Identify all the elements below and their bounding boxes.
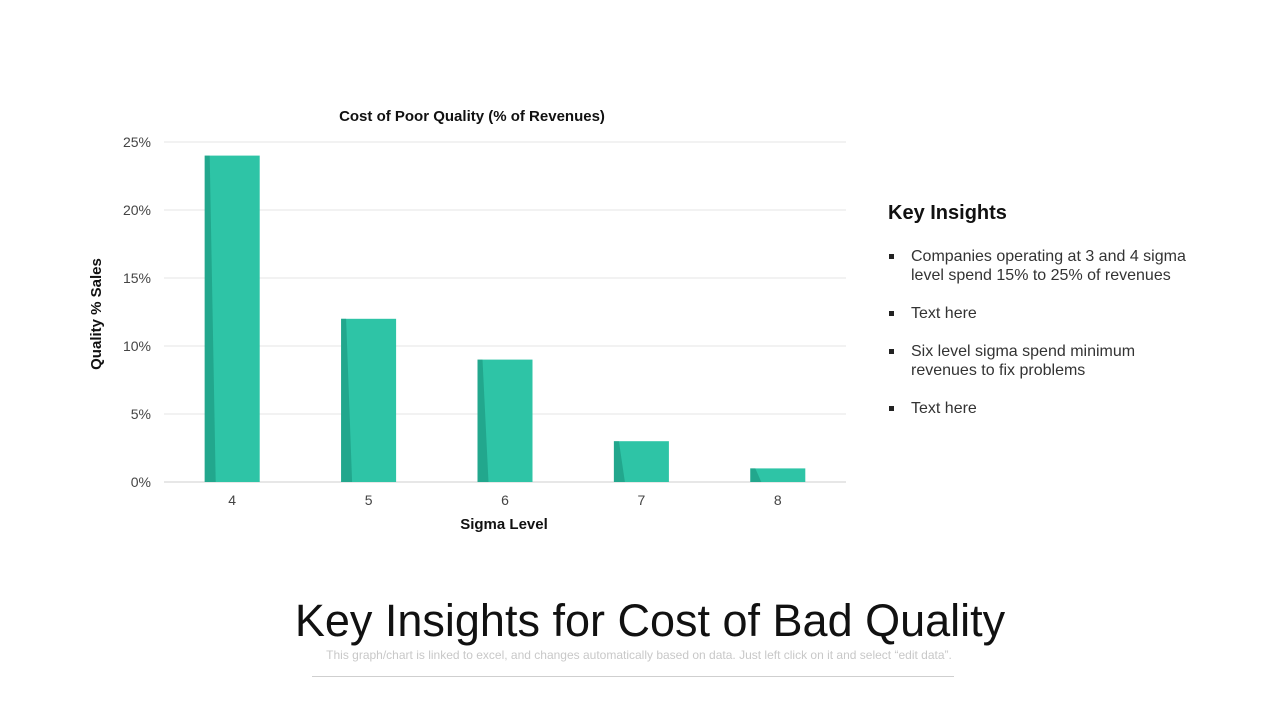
y-tick-label: 5% — [131, 406, 151, 422]
insight-text: Companies operating at 3 and 4 sigma lev… — [911, 248, 1186, 284]
page-title: Key Insights for Cost of Bad Quality — [294, 595, 1006, 646]
y-tick-label: 15% — [123, 270, 151, 286]
insight-text: Text here — [911, 305, 977, 322]
chart-bars — [204, 155, 806, 482]
square-bullet-icon — [889, 311, 894, 316]
chart-gridlines — [164, 141, 846, 483]
x-tick-label: 8 — [774, 492, 782, 508]
x-axis-ticks: 4 5 6 7 8 — [228, 492, 782, 508]
square-bullet-icon — [889, 254, 894, 259]
insight-text: Six level sigma spend minimum revenues t… — [911, 343, 1136, 379]
insight-item: Six level sigma spend minimum revenues t… — [888, 342, 1188, 380]
bar-shade — [477, 359, 489, 482]
y-axis-label: Quality % Sales — [88, 258, 105, 370]
page-subtitle: This graph/chart is linked to excel, and… — [326, 648, 952, 662]
x-axis-label: Sigma Level — [460, 516, 548, 533]
key-insights-heading: Key Insights — [888, 202, 1007, 224]
bar-chart: Cost of Poor Quality (% of Revenues) 0% 5… — [88, 108, 846, 533]
insight-item: Companies operating at 3 and 4 sigma lev… — [888, 247, 1188, 285]
key-insights-list: Companies operating at 3 and 4 sigma lev… — [888, 247, 1188, 418]
bar-shade — [341, 318, 353, 482]
bar — [750, 468, 806, 482]
square-bullet-icon — [889, 406, 894, 411]
insight-item: Text here — [888, 304, 1188, 323]
x-tick-label: 6 — [501, 492, 509, 508]
insight-item: Text here — [888, 399, 1188, 418]
y-tick-label: 0% — [131, 474, 151, 490]
y-tick-label: 10% — [123, 338, 151, 354]
bar-shade — [750, 468, 762, 482]
square-bullet-icon — [889, 349, 894, 354]
key-insights-panel: Key Insights Companies operating at 3 an… — [888, 202, 1188, 437]
y-tick-label: 25% — [123, 134, 151, 150]
chart-title: Cost of Poor Quality (% of Revenues) — [339, 108, 605, 125]
x-tick-label: 5 — [365, 492, 373, 508]
x-tick-label: 4 — [228, 492, 236, 508]
y-tick-label: 20% — [123, 202, 151, 218]
x-tick-label: 7 — [638, 492, 646, 508]
y-axis-ticks: 0% 5% 10% 15% 20% 25% — [123, 134, 151, 490]
title-divider — [312, 676, 954, 677]
bar-shade — [204, 155, 216, 482]
bar-shade — [613, 441, 625, 482]
insight-text: Text here — [911, 400, 977, 417]
